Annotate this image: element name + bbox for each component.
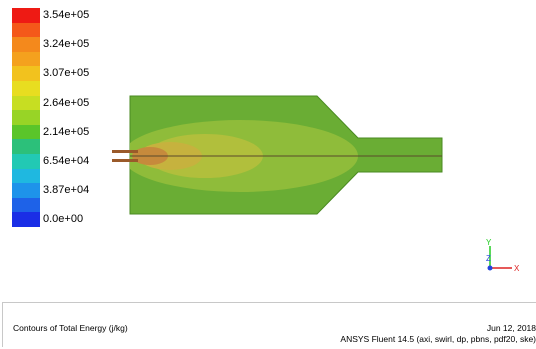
x-axis-label: X <box>514 264 520 273</box>
legend-swatch <box>12 197 40 213</box>
axis-triad: Y Z X <box>486 238 520 273</box>
contour-plot <box>112 95 443 215</box>
legend-swatch <box>12 110 40 126</box>
plot-date: Jun 12, 2018 <box>486 323 536 333</box>
legend-swatch <box>12 183 40 199</box>
legend-label: 3.54e+05 <box>43 9 90 21</box>
legend-swatch <box>12 81 40 96</box>
inlet-nozzle <box>112 150 138 162</box>
legend-swatch <box>12 212 40 228</box>
legend-swatch <box>12 51 40 67</box>
legend-label: 6.54e+04 <box>43 155 90 167</box>
plot-title: Contours of Total Energy (j/kg) <box>13 323 128 333</box>
legend-swatch <box>12 168 40 184</box>
legend-swatch <box>12 139 40 155</box>
legend-swatch <box>12 22 40 38</box>
legend-label: 2.14e+05 <box>43 125 90 138</box>
plot-footer: Contours of Total Energy (j/kg) Jun 12, … <box>2 302 536 347</box>
legend-label: 3.24e+05 <box>43 38 90 51</box>
y-axis-label: Y <box>486 238 492 247</box>
legend-swatch <box>12 66 40 82</box>
legend-swatch <box>12 124 40 140</box>
z-axis-marker <box>487 265 493 271</box>
legend-label: 3.07e+05 <box>43 67 90 80</box>
legend-label: 0.0e+00 <box>43 213 84 226</box>
legend-swatch <box>12 8 40 23</box>
z-axis-label: Z <box>486 254 491 263</box>
solver-info: ANSYS Fluent 14.5 (axi, swirl, dp, pbns,… <box>340 334 536 344</box>
legend-label: 2.64e+05 <box>43 96 90 109</box>
legend-swatch <box>12 37 40 53</box>
legend-swatch <box>12 154 40 169</box>
legend-swatch <box>12 95 40 111</box>
legend-label: 3.87e+04 <box>43 184 90 197</box>
